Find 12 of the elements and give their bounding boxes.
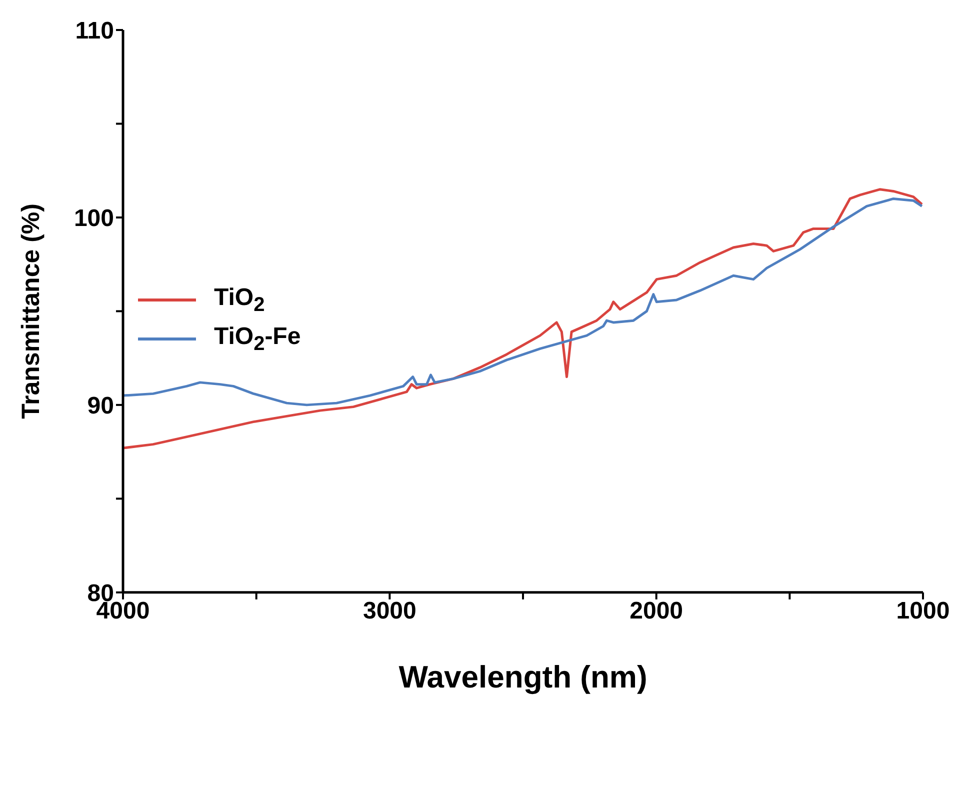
x-tick-label: 1000 (896, 597, 950, 624)
legend-label: TiO$_{2}$-Fe (214, 322, 301, 355)
y-tick-label: 100 (74, 204, 114, 232)
legend-label: TiO$_{2}$ (214, 284, 265, 316)
line-series (123, 197, 923, 406)
x-tick-label: 2000 (630, 597, 684, 624)
x-axis-title: Wavelength (nm) (398, 659, 648, 694)
line-series (123, 188, 923, 450)
x-tick-label: 3000 (362, 597, 416, 624)
y-tick-label: 90 (87, 392, 114, 420)
y-tick-label: 110 (75, 18, 114, 45)
y-axis-title: Transmittance (%) (16, 204, 45, 419)
